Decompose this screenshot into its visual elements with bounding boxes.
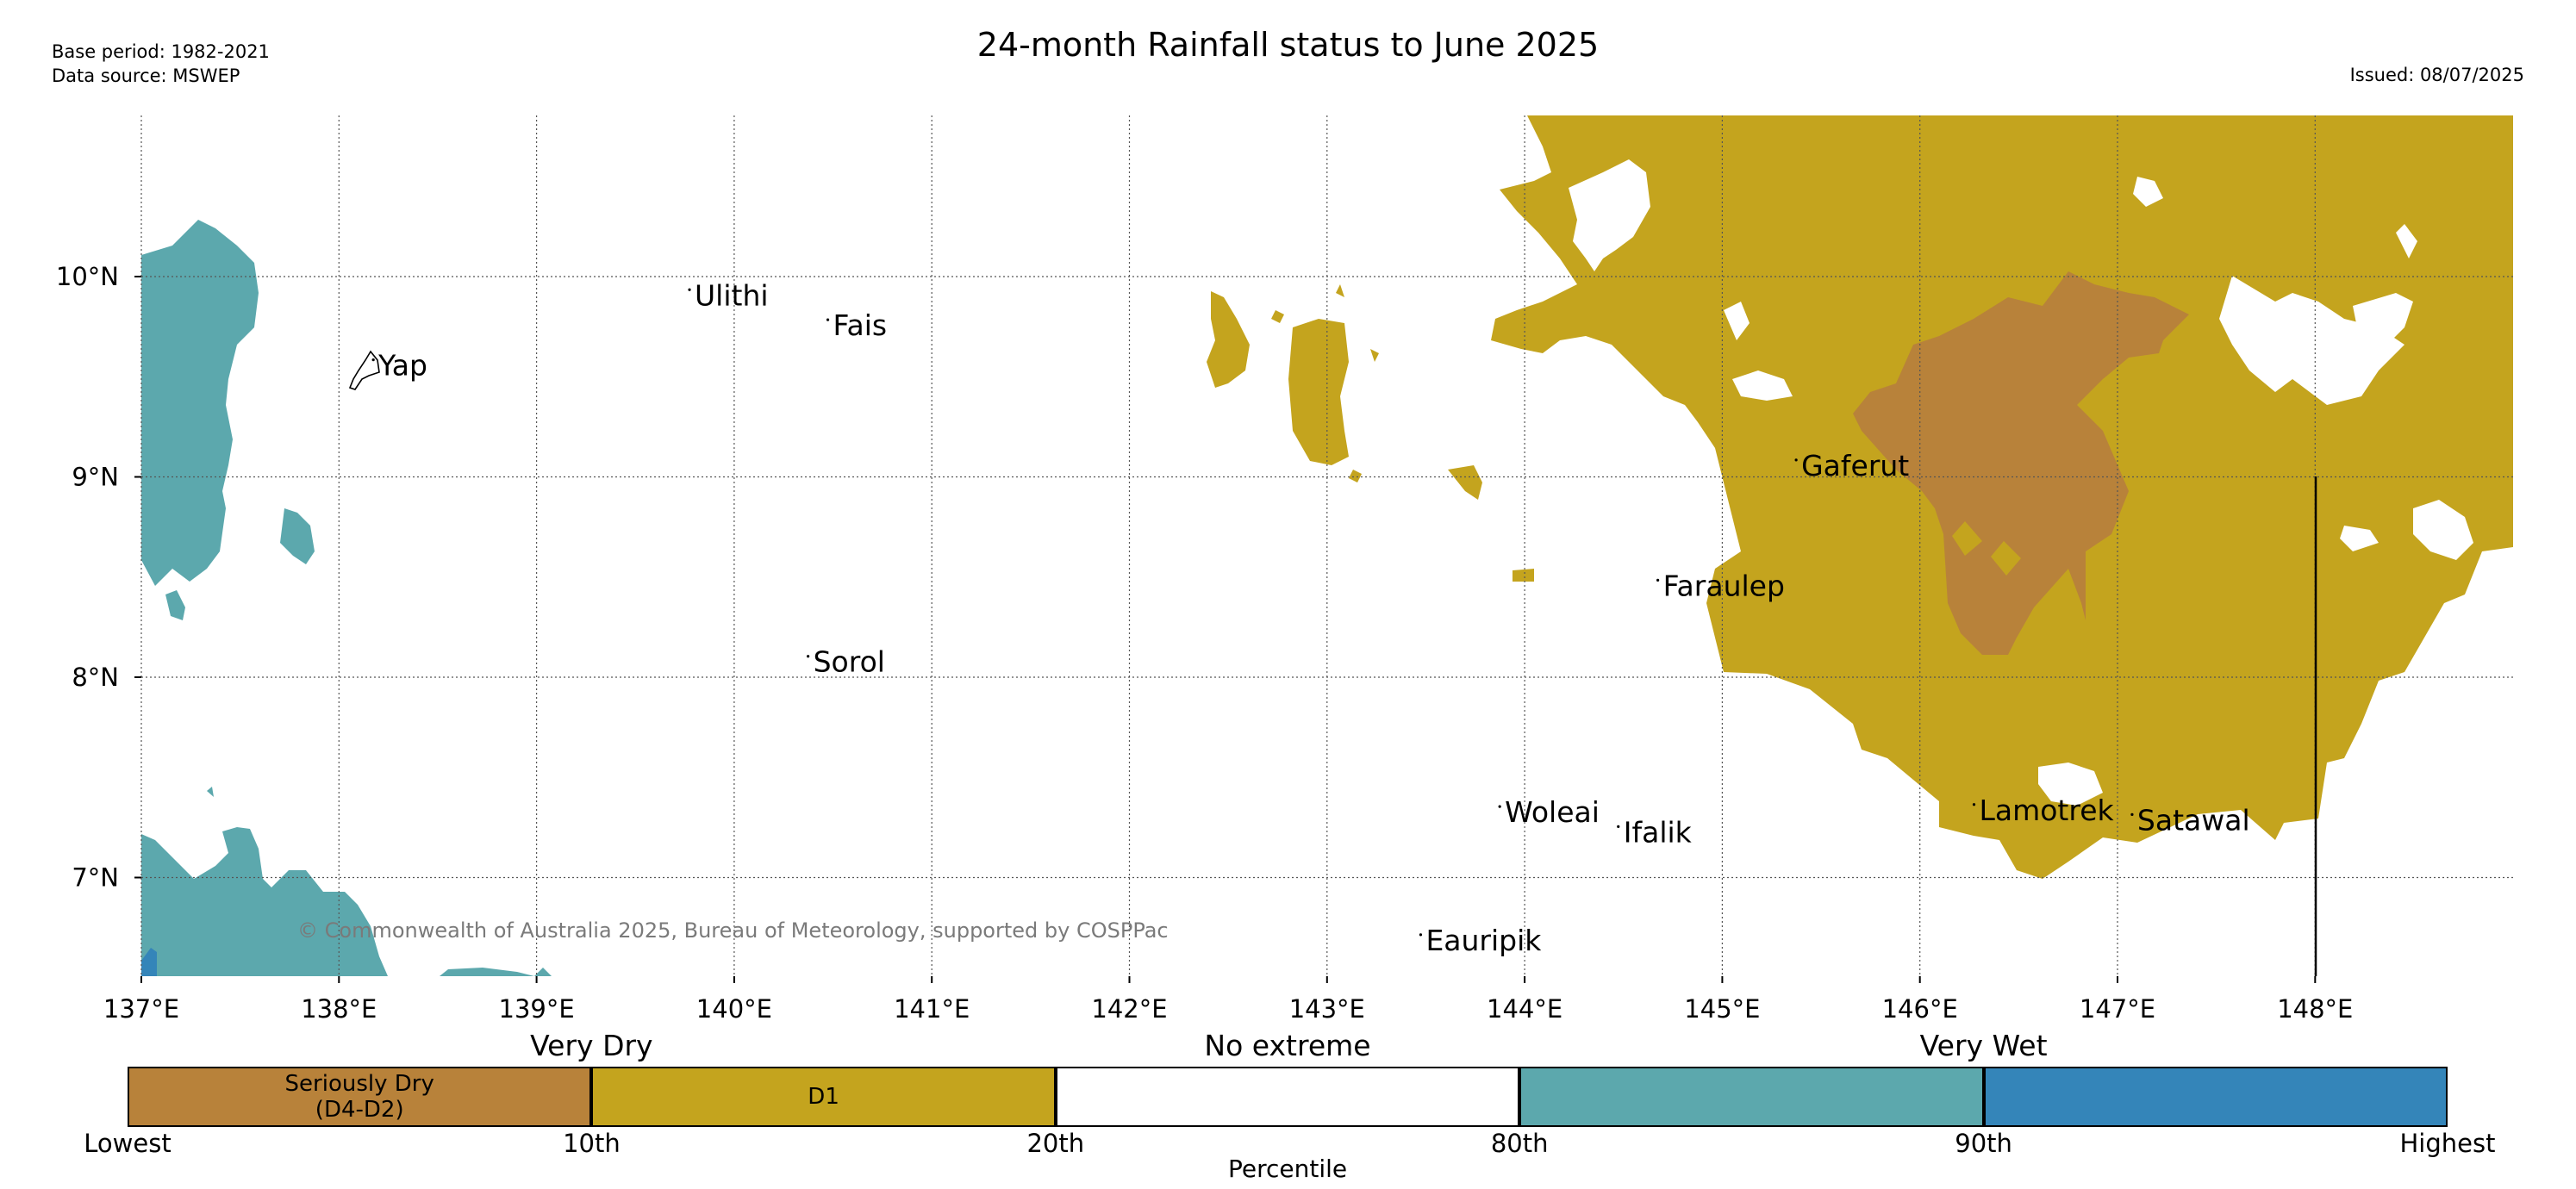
legend-tick-label: 20th — [1026, 1129, 1085, 1158]
lon-tick-label: 145°E — [1684, 994, 1760, 1024]
rainfall-regions — [141, 115, 2513, 976]
legend-box-sublabel: (D4-D2) — [315, 1097, 404, 1123]
lon-tick-label: 144°E — [1487, 994, 1562, 1024]
copyright-text: © Commonwealth of Australia 2025, Bureau… — [297, 918, 1169, 943]
legend-group-label: Very Dry — [530, 1029, 653, 1062]
legend-group-label: Very Wet — [1919, 1029, 2048, 1062]
legend-box-5 — [1983, 1067, 2448, 1127]
region-wet-south — [141, 827, 388, 976]
island-marker — [1794, 458, 1798, 462]
region-d1-speck-1 — [1271, 310, 1284, 323]
axis-ticks: 137°E 138°E 139°E 140°E 141°E 142°E 143°E 144°E… — [56, 262, 2354, 1024]
island-marker — [1617, 825, 1620, 828]
region-gap-7 — [1724, 302, 1750, 340]
region-wet-speck — [207, 787, 214, 797]
lon-tick-label: 137°E — [103, 994, 179, 1024]
region-d1-speck-3 — [1370, 349, 1379, 362]
legend-box-1: Seriously Dry (D4-D2) — [128, 1067, 592, 1127]
legend-box-4 — [1519, 1067, 1984, 1127]
region-wet-north — [141, 220, 259, 586]
lon-tick-label: 138°E — [301, 994, 377, 1024]
legend-axis-label: Percentile — [1228, 1155, 1348, 1183]
place-label-ifalik: Ifalik — [1624, 815, 1693, 849]
island-marker — [826, 318, 830, 321]
island-marker — [688, 288, 691, 291]
lon-tick-label: 142°E — [1091, 994, 1167, 1024]
lat-tick-label: 8°N — [72, 663, 119, 692]
legend-tick-label: 80th — [1490, 1129, 1549, 1158]
lon-tick-label: 141°E — [894, 994, 970, 1024]
lon-tick-label: 140°E — [696, 994, 772, 1024]
region-d1-speck-2 — [1336, 284, 1344, 297]
region-d1-speck-5 — [1448, 465, 1482, 500]
region-wet-island-1 — [280, 508, 315, 564]
place-label-woleai: Woleai — [1505, 795, 1600, 829]
base-period-text: Base period: 1982-2021 — [52, 41, 270, 62]
yap-island-outline — [348, 350, 380, 390]
island-marker — [1972, 803, 1976, 806]
region-gap-9 — [2038, 763, 2103, 806]
lat-tick-label: 10°N — [56, 262, 119, 291]
legend-tick-label: 10th — [563, 1129, 621, 1158]
legend-tick-label: Lowest — [84, 1129, 172, 1158]
place-label-yap: Yap — [377, 349, 427, 383]
region-gap-6 — [2133, 177, 2163, 207]
legend-box-label: D1 — [808, 1084, 839, 1110]
place-label-fais: Fais — [833, 308, 888, 342]
region-gap-3 — [2219, 276, 2404, 405]
island-marker — [371, 358, 375, 362]
region-gap-5 — [2340, 526, 2379, 551]
legend-tick-label: 90th — [1955, 1129, 2012, 1158]
legend-box-2: D1 — [591, 1067, 1056, 1127]
island-marker — [1498, 805, 1501, 808]
region-wet-south-3 — [534, 968, 552, 976]
region-very-wet-south — [141, 948, 157, 976]
region-d1-inside-dry-2 — [1991, 541, 2021, 576]
region-gap-10 — [2396, 224, 2417, 258]
place-label-eauripik: Eauripik — [1425, 924, 1542, 957]
data-source-text: Data source: MSWEP — [52, 65, 240, 86]
island-marker — [2130, 812, 2134, 817]
map-title: 24-month Rainfall status to June 2025 — [976, 26, 1600, 64]
island-marker — [1656, 578, 1660, 582]
place-label-satawal: Satawal — [2137, 803, 2250, 837]
place-label-faraulep: Faraulep — [1663, 569, 1785, 602]
legend-box-3 — [1055, 1067, 1520, 1127]
region-wet-south-2 — [440, 968, 534, 976]
lon-tick-label: 139°E — [499, 994, 575, 1024]
place-label-gaferut: Gaferut — [1801, 449, 1909, 482]
graticule — [140, 115, 2513, 976]
legend-box-label: Seriously Dry — [284, 1071, 434, 1097]
lat-tick-label: 9°N — [72, 463, 119, 492]
region-d1-speck-7 — [2215, 121, 2228, 138]
region-seriously-dry — [1853, 271, 2189, 655]
region-gap-4 — [2413, 500, 2473, 560]
region-d1-speck-6 — [1513, 569, 1534, 582]
region-d1-lobe — [1288, 319, 1349, 465]
lon-tick-label: 148°E — [2277, 994, 2353, 1024]
region-gap-1 — [1569, 159, 1650, 271]
lon-tick-label: 143°E — [1289, 994, 1365, 1024]
region-d1-inside-dry-1 — [1952, 521, 1982, 556]
island-marker — [1419, 933, 1423, 937]
region-d1-west — [1207, 291, 1250, 388]
place-label-lamotrek: Lamotrek — [1979, 794, 2114, 827]
place-markers: Ulithi Fais Yap Gaferut Faraulep Sorol Woleai I… — [371, 278, 2250, 957]
region-wet-island-2 — [165, 590, 185, 620]
lon-tick-label: 147°E — [2080, 994, 2155, 1024]
issued-date-text: Issued: 08/07/2025 — [2349, 65, 2524, 85]
lon-tick-label: 146°E — [1882, 994, 1958, 1024]
legend-group-label: No extreme — [1204, 1029, 1371, 1062]
region-gap-8 — [1732, 370, 1793, 401]
lat-tick-label: 7°N — [72, 863, 119, 893]
place-label-sorol: Sorol — [814, 645, 885, 679]
place-label-ulithi: Ulithi — [695, 278, 769, 312]
legend-tick-label: Highest — [2399, 1129, 2496, 1158]
island-marker — [807, 655, 810, 658]
region-d1-speck-4 — [1349, 470, 1362, 482]
